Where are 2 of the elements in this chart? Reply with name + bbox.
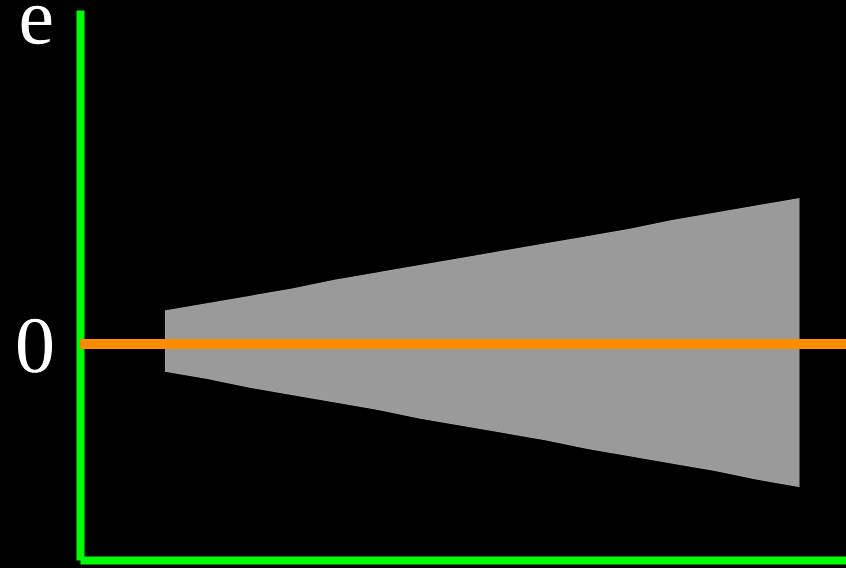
y-axis-title: e bbox=[18, 0, 54, 62]
ref-line-label: 0 bbox=[15, 302, 55, 390]
